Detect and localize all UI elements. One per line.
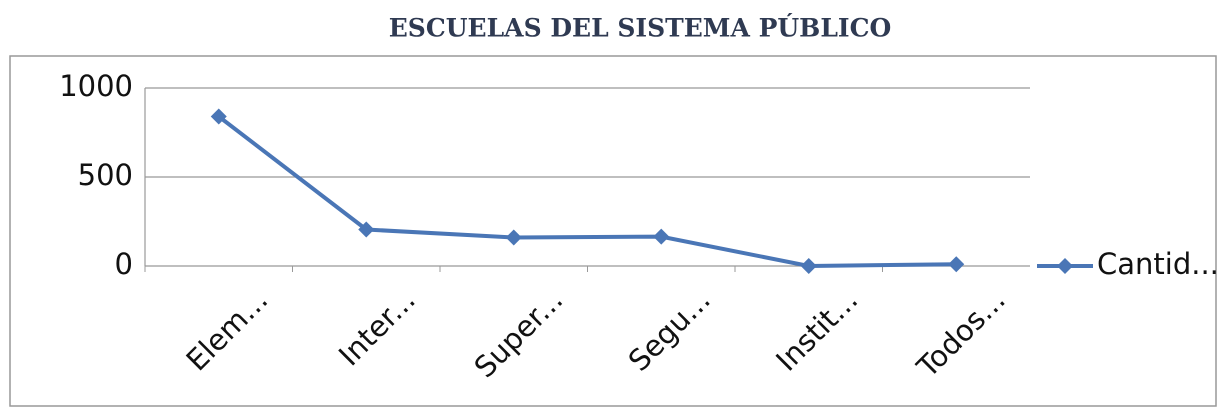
legend-label: Cantid... — [1097, 247, 1219, 281]
x-tick-label: Segu... — [622, 283, 717, 378]
x-tick-label: Instit... — [769, 283, 864, 378]
marker — [653, 228, 670, 245]
marker — [358, 221, 375, 238]
chart-border — [9, 55, 1217, 407]
chart-title: ESCUELAS DEL SISTEMA PÚBLICO — [389, 14, 892, 43]
marker — [800, 258, 817, 274]
y-tick-label: 1000 — [59, 69, 133, 103]
legend-marker — [1057, 258, 1073, 274]
line — [217, 114, 957, 269]
marker — [948, 256, 965, 273]
marker — [210, 108, 227, 125]
y-tick-label: 0 — [115, 247, 133, 281]
marker — [505, 229, 522, 246]
x-tick-label: Super... — [468, 283, 570, 385]
x-tick-label: Elem... — [180, 283, 275, 378]
x-tick-label: Inter... — [332, 283, 422, 373]
x-tick-label: Todos... — [910, 283, 1012, 385]
y-tick-label: 500 — [78, 158, 133, 192]
